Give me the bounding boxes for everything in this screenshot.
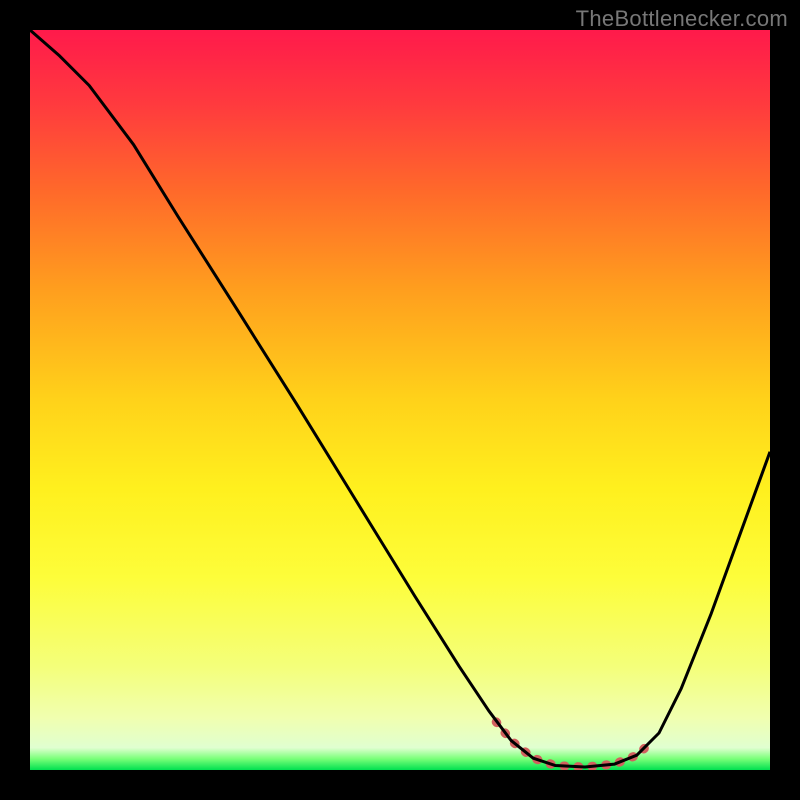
chart-stage: TheBottlenecker.com [0,0,800,800]
watermark-text: TheBottlenecker.com [576,6,788,32]
gradient-background [30,30,770,770]
chart-svg [30,30,770,770]
